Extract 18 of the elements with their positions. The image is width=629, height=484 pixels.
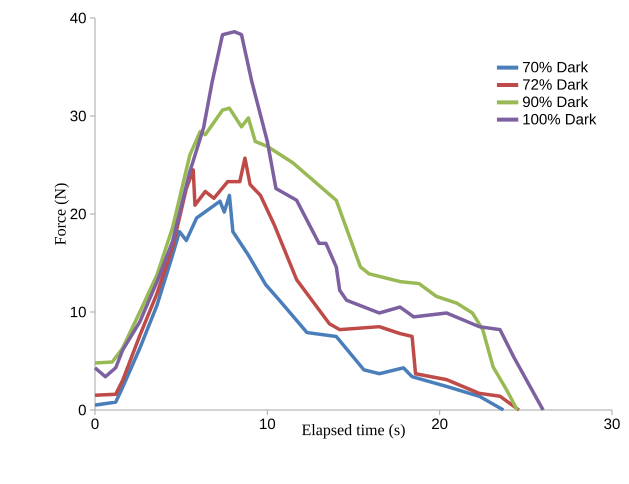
line-series [93,106,519,412]
line-series [93,156,521,412]
x-tick-label: 10 [260,418,276,430]
legend-label: 100% Dark [523,114,596,125]
legend-label: 90% Dark [522,96,588,108]
legend-label: 70% Dark [523,61,588,72]
y-tick-label: 10 [70,306,86,318]
x-axis-title: Elapsed time (s) [302,424,405,439]
legend-label: 72% Dark [523,78,588,90]
y-tick-label: 20 [70,208,86,220]
y-tick-label: 40 [70,12,86,24]
y-tick-label: 0 [78,404,86,416]
y-tick-label: 30 [70,110,86,122]
x-tick-label: 20 [432,418,448,430]
x-tick-label: 30 [604,418,620,430]
x-tick-label: 0 [91,418,99,430]
y-axis-title: Force (N) [54,183,69,245]
line-series [93,194,506,412]
